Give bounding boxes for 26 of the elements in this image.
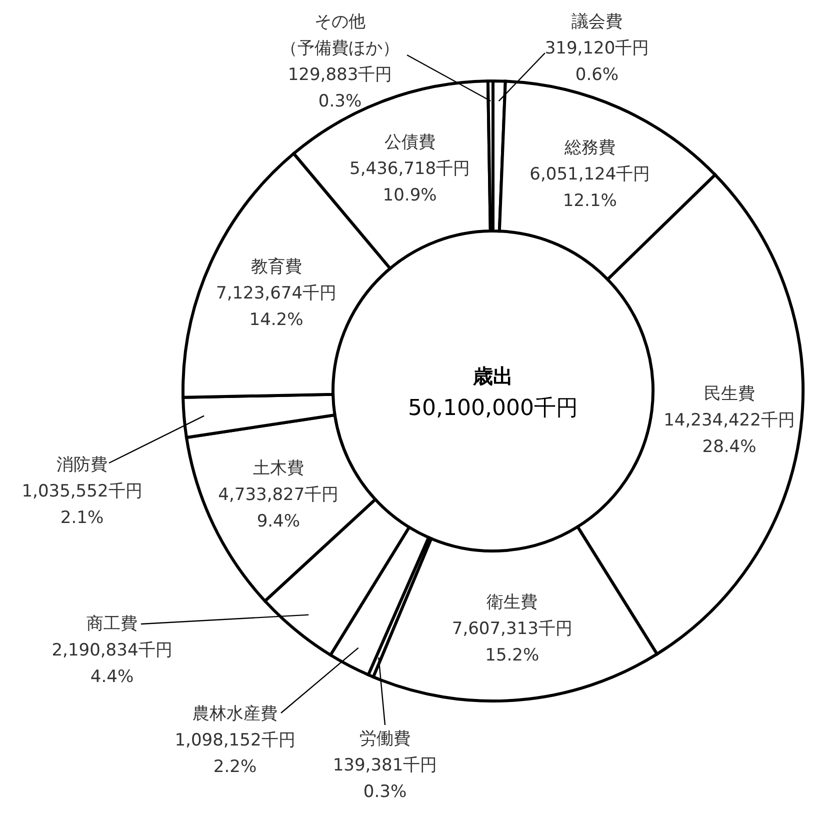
slice-label: 土木費 <box>252 458 304 478</box>
slice-label: 衛生費 <box>486 592 538 613</box>
slice-label: 公債費 <box>384 132 436 152</box>
data-label: 129,883千円 0.3% <box>288 65 392 112</box>
text: 歳出 <box>472 364 513 388</box>
slice-label: 労働費 <box>360 729 410 749</box>
slice-label: 消防費 <box>56 455 108 475</box>
data-label: 319,120千円 0.6% <box>544 38 650 85</box>
data-label: 1,098,152千円 2.2% <box>174 730 296 777</box>
data-label: 2,190,834千円 4.4% <box>52 640 172 687</box>
data-label: 7,607,313千円 15.2% <box>452 619 572 666</box>
data-label: 4,733,827千円 9.4% <box>218 484 339 532</box>
data-label: 6,051,124千円 12.1% <box>530 164 650 212</box>
data-label: 14,234,422千円 28.4% <box>664 410 795 458</box>
slice-label: 農林水産費 <box>192 704 278 724</box>
data-label: 7,123,674千円 14.2% <box>216 284 337 330</box>
slice-label: 総務費 <box>563 138 616 158</box>
data-label: 5,436,718千円 10.9% <box>350 158 470 206</box>
slice-label: 議会費 <box>572 12 622 32</box>
data-label: 139,381千円 0.3% <box>332 756 438 802</box>
slice-label: その他（予備費ほか） <box>280 12 400 58</box>
slice-label: 商工費 <box>86 614 138 634</box>
text: 50,100,000千円 <box>408 396 578 421</box>
data-label: 1,035,552千円 2.1% <box>22 482 142 528</box>
slice-label: 民生費 <box>704 384 755 404</box>
slice-label: 教育費 <box>250 257 302 278</box>
